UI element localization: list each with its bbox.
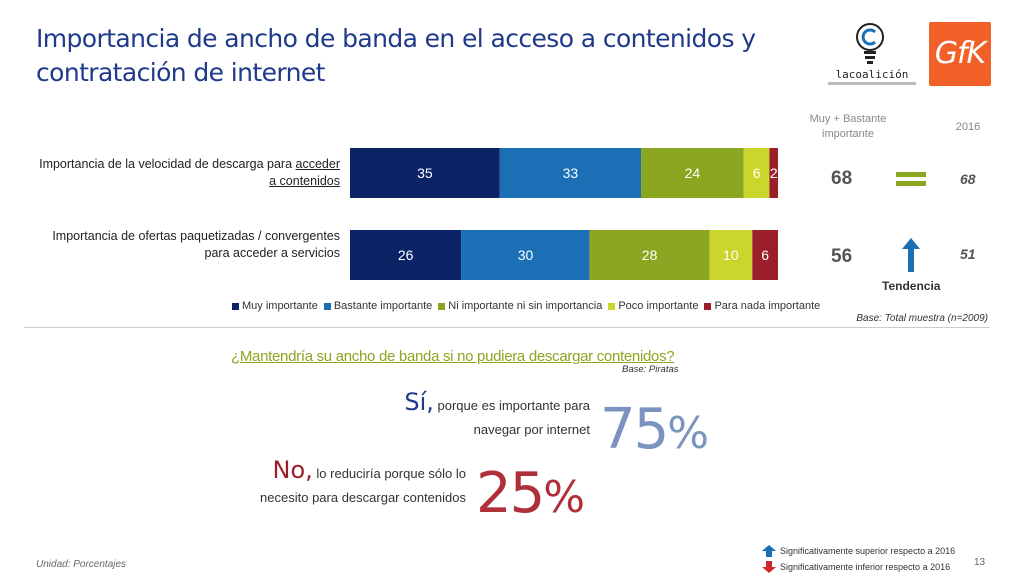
row-label-descarga-underlined-b: a contenidos [269, 174, 340, 188]
row-label-ofertas-line-2: para acceder a servicios [204, 246, 340, 260]
page-title: Importancia de ancho de banda en el acce… [36, 22, 756, 90]
bar-label-2-5: 6 [761, 247, 769, 263]
page-number: 13 [974, 557, 986, 568]
legend-significantly-higher: Significativamente superior respecto a 2… [762, 545, 955, 557]
base-piratas-note: Base: Piratas [622, 364, 679, 375]
bar-label-1-3: 24 [685, 165, 701, 181]
answer-no-line-2: necesito para descargar contenidos [260, 490, 466, 505]
legend-significantly-lower: Significativamente inferior respecto a 2… [762, 561, 950, 573]
column-header-top2: Muy + Bastante importante [800, 112, 896, 142]
legend-significantly-lower-text: Significativamente inferior respecto a 2… [780, 562, 951, 572]
row-label-ofertas: Importancia de ofertas paquetizadas / co… [10, 228, 340, 262]
value-2016-descarga: 68 [960, 171, 976, 187]
bar-segment-1-3 [641, 148, 744, 198]
page-title-line-2: contratación de internet [36, 58, 325, 87]
legend-label-3: Ni importante ni sin importancia [448, 300, 603, 312]
percentage-no: 25% [476, 461, 585, 528]
column-header-2016: 2016 [955, 121, 981, 133]
answer-no-line-1: lo reduciría porque sólo lo [316, 466, 466, 481]
legend-item-4: Poco importante [608, 300, 698, 312]
stacked-bar-chart: 35 33 24 6 226 30 28 10 6 [350, 148, 778, 280]
bar-label-2-1: 26 [398, 247, 414, 263]
survey-question: ¿Mantendría su ancho de banda si no pudi… [231, 348, 675, 365]
row-label-descarga-text: Importancia de la velocidad de descarga … [39, 157, 296, 171]
page-title-line-1: Importancia de ancho de banda en el acce… [36, 24, 756, 53]
legend-swatch-5 [704, 302, 712, 310]
column-header-top2-line-2: importante [822, 128, 874, 140]
legend-swatch-2 [323, 302, 331, 310]
bar-segment-2-3 [589, 230, 710, 280]
equal-trend-icon-lower [896, 181, 926, 186]
section-divider [24, 327, 990, 328]
column-header-top2-line-1: Muy + Bastante [809, 113, 887, 125]
value-2016-ofertas: 51 [960, 246, 976, 262]
legend-item-1: Muy importante [232, 300, 318, 312]
legend-label-1: Muy importante [242, 300, 318, 312]
bar-label-2-3: 28 [642, 247, 658, 263]
answer-no: No, lo reduciría porque sólo lo necesito… [210, 458, 466, 510]
bar-segment-2-2 [461, 230, 590, 280]
arrow-down-icon [762, 561, 776, 573]
bar-segment-2-4 [709, 230, 753, 280]
arrow-up-trend-icon [902, 238, 920, 272]
answer-no-lead: No, [272, 456, 313, 484]
legend-label-5: Para nada importante [714, 300, 821, 312]
gfk-logo: GfK [929, 22, 991, 86]
unit-note: Unidad: Porcentajes [36, 559, 127, 570]
la-coalicion-tagline [828, 82, 916, 85]
answer-yes-lead: Sí, [404, 388, 434, 416]
bar-segment-2-1 [350, 230, 462, 280]
equal-trend-icon [896, 172, 926, 177]
row-label-descarga: Importancia de la velocidad de descarga … [10, 156, 340, 190]
percentage-yes: 75% [600, 397, 709, 464]
legend-swatch-1 [232, 302, 239, 310]
answer-yes: Sí, porque es importante para navegar po… [330, 390, 590, 442]
bar-segment-2-5 [752, 230, 778, 280]
legend-swatch-4 [608, 302, 616, 310]
bar-label-2-2: 30 [518, 247, 534, 263]
legend-item-2: Bastante importante [323, 300, 433, 312]
arrow-up-icon [762, 545, 776, 557]
legend-significantly-higher-text: Significativamente superior respecto a 2… [780, 546, 956, 556]
row-label-ofertas-line-1: Importancia de ofertas paquetizadas / co… [52, 229, 340, 243]
bar-label-1-5: 2 [770, 165, 778, 181]
legend-item-3: Ni importante ni sin importancia [438, 300, 602, 312]
base-total-note: Base: Total muestra (n=2009) [856, 313, 988, 324]
la-coalicion-wordmark: lacoalición [835, 68, 909, 81]
trend-label: Tendencia [882, 279, 941, 293]
legend-label-4: Poco importante [618, 300, 699, 312]
percentage-yes-symbol: % [667, 408, 709, 459]
top2-value-descarga: 68 [831, 168, 853, 189]
bar-label-2-4: 10 [723, 247, 739, 263]
percentage-no-symbol: % [543, 472, 585, 523]
la-coalicion-logo: lacoalición [826, 22, 918, 90]
bar-label-1-2: 33 [563, 165, 579, 181]
legend-label-2: Bastante importante [333, 300, 433, 312]
row-label-descarga-underlined-a: acceder [295, 157, 340, 171]
bar-label-1-4: 6 [753, 165, 761, 181]
legend-swatch-3 [438, 302, 446, 310]
legend-item-5: Para nada importante [704, 300, 820, 312]
bar-segment-1-1 [350, 148, 500, 198]
bar-segment-1-5 [769, 148, 778, 198]
top2-value-ofertas: 56 [831, 246, 853, 267]
answer-yes-line-1: porque es importante para [437, 398, 590, 413]
chart-legend: Muy importante Bastante importante Ni impo… [232, 300, 826, 312]
bar-segment-1-2 [499, 148, 642, 198]
percentage-yes-value: 75 [600, 397, 669, 462]
percentage-no-value: 25 [476, 461, 545, 526]
bar-label-1-1: 35 [417, 165, 433, 181]
lightbulb-icon [856, 23, 884, 64]
bar-segment-1-4 [743, 148, 770, 198]
answer-yes-line-2: navegar por internet [473, 422, 590, 437]
